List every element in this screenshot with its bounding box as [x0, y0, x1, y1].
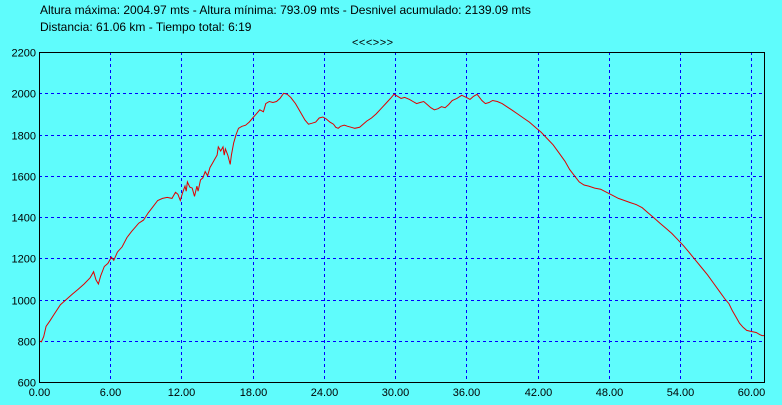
scroll-nav-button[interactable]: <<<>>> [352, 37, 394, 49]
x-tick-label: 54.00 [667, 387, 695, 399]
x-tick-label: 6.00 [100, 387, 121, 399]
y-tick-label: 1200 [12, 254, 36, 266]
x-tick-label: 48.00 [596, 387, 624, 399]
plot-frame [39, 52, 765, 383]
y-tick-label: 1000 [12, 296, 36, 308]
x-tick-label: 42.00 [525, 387, 553, 399]
x-tick-label: 60.00 [738, 387, 766, 399]
y-tick-label: 2200 [12, 48, 36, 60]
y-tick-label: 1800 [12, 131, 36, 143]
x-tick-label: 24.00 [311, 387, 339, 399]
tick-labels: 600 800 1000 1200 1400 1600 1800 2000 2200 0.00 6.… [12, 48, 766, 400]
x-tick-label: 36.00 [453, 387, 481, 399]
y-tick-label: 1600 [12, 172, 36, 184]
summary-line-1: Altura máxima: 2004.97 mts - Altura míni… [40, 3, 531, 17]
x-tick-label: 12.00 [168, 387, 196, 399]
y-tick-label: 2000 [12, 89, 36, 101]
x-tick-label: 30.00 [382, 387, 410, 399]
x-tick-label: 0.00 [29, 387, 50, 399]
x-tick-label: 18.00 [240, 387, 268, 399]
chart-grid [39, 52, 764, 382]
summary-line-2: Distancia: 61.06 km - Tiempo total: 6:19 [40, 20, 252, 34]
y-tick-label: 800 [18, 337, 36, 349]
y-tick-label: 1400 [12, 213, 36, 225]
elevation-profile-line [38, 92, 764, 343]
y-tick-label: 600 [18, 378, 36, 390]
